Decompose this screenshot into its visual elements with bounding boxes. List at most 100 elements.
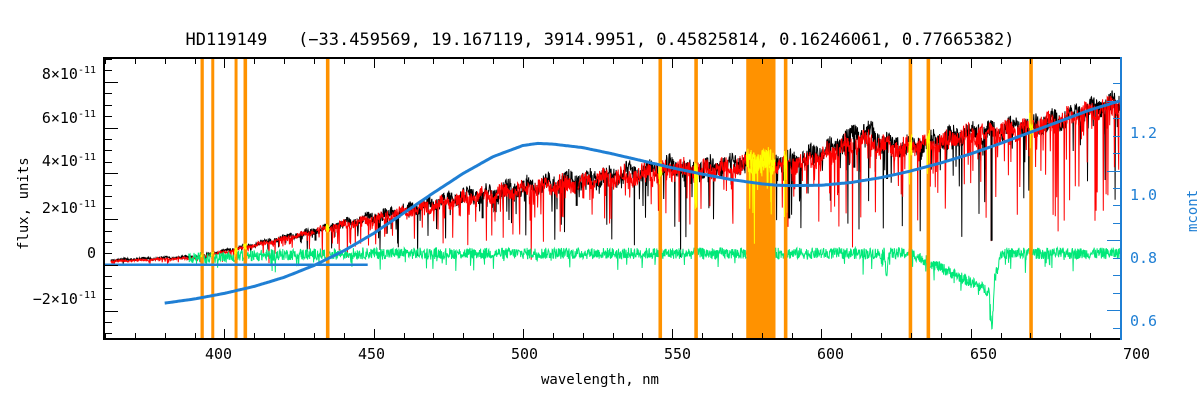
tick-mark [731,333,733,338]
tick-mark [881,333,883,338]
tick-mark [105,70,112,72]
tick-mark [791,59,793,64]
tick-mark [254,59,256,64]
tick-mark [1113,153,1120,155]
x-tick-label-650: 650 [970,345,998,363]
tick-mark [313,59,315,64]
tick-mark [552,333,554,338]
tick-mark [105,207,112,209]
tick-mark [343,333,345,338]
x-axis-title: wavelength, nm [540,372,659,388]
tick-mark [1113,118,1120,120]
tick-mark [164,333,166,338]
tick-mark [105,104,112,106]
tick-mark [194,59,196,64]
tick-mark [761,59,763,64]
tick-mark [105,93,112,95]
tick-mark [672,59,674,68]
tick-mark [1060,333,1062,338]
y-tick-label-8e-11: 8×10-11 [41,65,96,83]
tick-mark [105,333,112,335]
tick-mark [1000,59,1002,64]
tick-mark [105,321,112,323]
tick-mark [642,333,644,338]
x-tick-label-700: 700 [1123,345,1151,363]
tick-mark [1113,83,1120,85]
y-tick-label-6e-11: 6×10-11 [41,109,96,127]
tick-mark [1113,188,1120,190]
tick-mark [522,59,524,68]
tick-mark [105,276,112,278]
tick-mark [552,59,554,64]
tick-mark [1107,100,1120,102]
right-axis-line [1120,57,1122,340]
tick-mark [164,59,166,64]
tick-mark [1107,240,1120,242]
tick-mark [224,329,226,338]
tick-mark [582,333,584,338]
tick-mark [105,333,106,338]
tick-mark [105,59,106,64]
tick-mark [403,333,405,338]
tick-mark [1030,333,1032,338]
tick-mark [1113,135,1120,137]
tick-mark [134,59,136,64]
tick-mark [851,333,853,338]
tick-mark [105,184,112,186]
tick-mark [105,219,118,221]
plot-area [103,57,1122,340]
tick-mark [105,264,118,266]
tick-mark [105,173,118,175]
tick-mark [105,253,112,255]
x-tick-label-550: 550 [664,345,692,363]
tick-mark [1090,333,1092,338]
tick-mark [940,59,942,64]
tick-mark [373,329,375,338]
tick-mark [493,333,495,338]
tick-mark [105,127,118,129]
tick-mark [791,333,793,338]
tick-mark [821,329,823,338]
tick-mark [105,299,112,301]
tick-mark [463,59,465,64]
x-tick-label-400: 400 [205,345,233,363]
tick-mark [343,59,345,64]
tick-mark [433,333,435,338]
plot-title: HD119149 (−33.459569, 19.167119, 3914.99… [185,30,1015,50]
y-axis-title: flux, units [16,157,32,250]
tick-mark [1030,59,1032,64]
x-tick-label-450: 450 [358,345,386,363]
tick-mark [105,241,112,243]
tick-mark [1113,292,1120,294]
tick-mark [940,333,942,338]
tick-mark [702,59,704,64]
tick-mark [911,333,913,338]
tick-mark [493,59,495,64]
tick-mark [1107,170,1120,172]
tick-mark [612,333,614,338]
tick-mark [463,333,465,338]
tick-mark [911,59,913,64]
tick-mark [105,150,112,152]
x-tick-label-500: 500 [511,345,539,363]
tick-mark [1113,275,1120,277]
y-tick-label-0: 0 [86,244,96,262]
tick-mark [582,59,584,64]
tick-mark [1113,327,1120,329]
tick-mark [134,333,136,338]
tick-mark [105,59,112,60]
tick-mark [821,59,823,68]
tick-mark [1113,222,1120,224]
tick-mark [702,333,704,338]
tick-mark [1113,205,1120,207]
tick-mark [105,310,118,312]
tick-mark [1107,310,1120,312]
tick-mark [433,59,435,64]
y2-tick-label-0-6: 0.6 [1130,312,1158,330]
tick-mark [224,59,226,68]
tick-mark [1060,59,1062,64]
tick-mark [105,81,118,83]
tick-mark [105,196,112,198]
plot-canvas [105,59,1120,338]
